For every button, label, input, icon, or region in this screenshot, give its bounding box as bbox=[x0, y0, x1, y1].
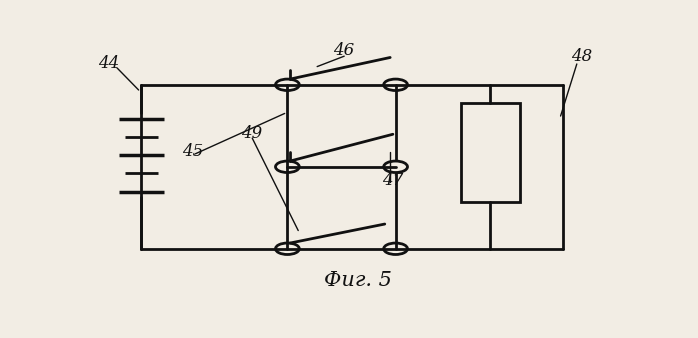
Text: 47: 47 bbox=[382, 172, 403, 189]
Bar bbox=[461, 103, 520, 202]
Text: 49: 49 bbox=[242, 125, 262, 142]
Text: 48: 48 bbox=[572, 48, 593, 65]
Text: Фиг. 5: Фиг. 5 bbox=[324, 271, 392, 290]
Text: 44: 44 bbox=[98, 55, 119, 72]
Text: 46: 46 bbox=[334, 42, 355, 59]
Text: 45: 45 bbox=[182, 143, 203, 160]
